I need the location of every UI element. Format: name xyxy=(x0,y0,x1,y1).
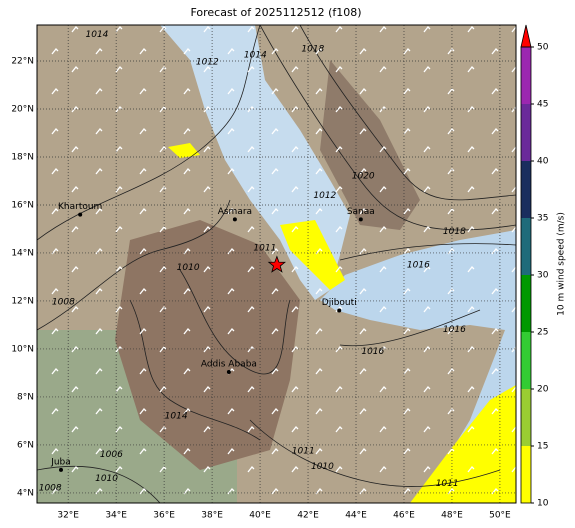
map-area: 1014 1012 1014 1018 1012 1020 1018 1016 1011 1010… xyxy=(37,25,516,503)
isobar-label: 1010 xyxy=(311,462,334,472)
map-title: Forecast of 2025112512 (f108) xyxy=(190,6,361,19)
colorbar-segment xyxy=(521,218,531,275)
isobar-label: 1006 xyxy=(100,450,123,460)
colorbar-segment xyxy=(521,161,531,218)
axes: 32°E 34°E 36°E 38°E 40°E 42°E 44°E 46°E 48°E 50°E… xyxy=(11,56,511,520)
lon-tick-label: 34°E xyxy=(105,511,127,521)
isobar-label: 1020 xyxy=(352,172,375,182)
colorbar-segment xyxy=(521,47,531,104)
lon-tick-label: 36°E xyxy=(153,511,175,521)
lon-tick-label: 44°E xyxy=(345,511,367,521)
city-dot xyxy=(78,212,83,217)
lon-tick-label: 32°E xyxy=(57,511,79,521)
isobar-label: 1010 xyxy=(95,474,118,484)
lon-tick-label: 42°E xyxy=(297,511,319,521)
isobar-label: 1008 xyxy=(39,484,62,494)
isobar-label: 1018 xyxy=(301,44,324,54)
colorbar-tick-label: 35 xyxy=(537,214,548,224)
colorbar-segment xyxy=(521,446,531,503)
city-label: Khartoum xyxy=(58,202,102,212)
colorbar-label: 10 m wind speed (m/s) xyxy=(557,212,567,316)
colorbar-tick-label: 20 xyxy=(537,385,549,395)
city-label: Juba xyxy=(50,457,71,467)
map-frame xyxy=(36,24,517,504)
lat-tick-label: 16°N xyxy=(11,200,34,210)
city-label: Addis Ababa xyxy=(201,359,257,369)
isobar-label: 1010 xyxy=(177,263,200,273)
city-dot xyxy=(232,217,237,222)
colorbar-segment xyxy=(521,104,531,161)
colorbar-tick-label: 25 xyxy=(537,328,548,338)
city-label: Djibouti xyxy=(322,298,357,308)
colorbar-tick-label: 15 xyxy=(537,442,548,452)
location-marker xyxy=(267,255,287,273)
city-dot xyxy=(58,467,63,472)
colorbar-tick-label: 40 xyxy=(537,157,549,167)
city-label: Asmara xyxy=(218,207,252,217)
lat-tick-label: 18°N xyxy=(11,152,34,162)
isobar-label: 1012 xyxy=(313,191,336,201)
lat-tick-label: 12°N xyxy=(11,296,34,306)
colorbar: 10 15 20 25 30 35 40 45 50 xyxy=(520,24,549,509)
colorbar-tick-label: 50 xyxy=(537,43,549,53)
isobar-label: 1016 xyxy=(361,347,384,357)
lat-tick-label: 6°N xyxy=(17,440,34,450)
lon-tick-label: 38°E xyxy=(201,511,223,521)
lon-tick-label: 48°E xyxy=(441,511,463,521)
city-dot xyxy=(337,308,342,313)
colorbar-tick-label: 30 xyxy=(537,271,549,281)
lon-tick-label: 46°E xyxy=(393,511,415,521)
isobar-label: 1014 xyxy=(244,50,267,60)
city-dot xyxy=(358,217,363,222)
isobar-label: 1008 xyxy=(52,298,75,308)
isobar-label: 1016 xyxy=(443,325,466,335)
graticule xyxy=(37,25,516,503)
colorbar-tick-label: 10 xyxy=(537,499,549,509)
lon-tick-label: 40°E xyxy=(249,511,271,521)
lon-tick-label: 50°E xyxy=(489,511,511,521)
isobar-label: 1018 xyxy=(443,227,466,237)
colorbar-extend xyxy=(520,24,532,48)
isobar-label: 1014 xyxy=(86,30,109,40)
lat-tick-label: 20°N xyxy=(11,104,34,114)
isobar-label: 1016 xyxy=(407,260,430,270)
colorbar-tick-label: 45 xyxy=(537,100,548,110)
lat-tick-label: 10°N xyxy=(11,344,34,354)
colorbar-segment xyxy=(521,332,531,389)
city-label: Sanaa xyxy=(347,207,375,217)
isobar-label: 1011 xyxy=(292,446,315,456)
overlay: 1014 1012 1014 1018 1012 1020 1018 1016 1011 1010… xyxy=(39,30,466,494)
lat-tick-label: 22°N xyxy=(11,56,34,66)
isobar-label: 1011 xyxy=(436,479,459,489)
isobar-label: 1014 xyxy=(165,412,188,422)
colorbar-segment xyxy=(521,275,531,332)
lat-tick-label: 14°N xyxy=(11,248,34,258)
lat-tick-label: 4°N xyxy=(17,488,34,498)
lat-tick-label: 8°N xyxy=(17,392,34,402)
colorbar-segment xyxy=(521,389,531,446)
isobar-label: 1011 xyxy=(253,244,276,254)
isobar-label: 1012 xyxy=(196,57,219,67)
city-dot xyxy=(226,369,231,374)
